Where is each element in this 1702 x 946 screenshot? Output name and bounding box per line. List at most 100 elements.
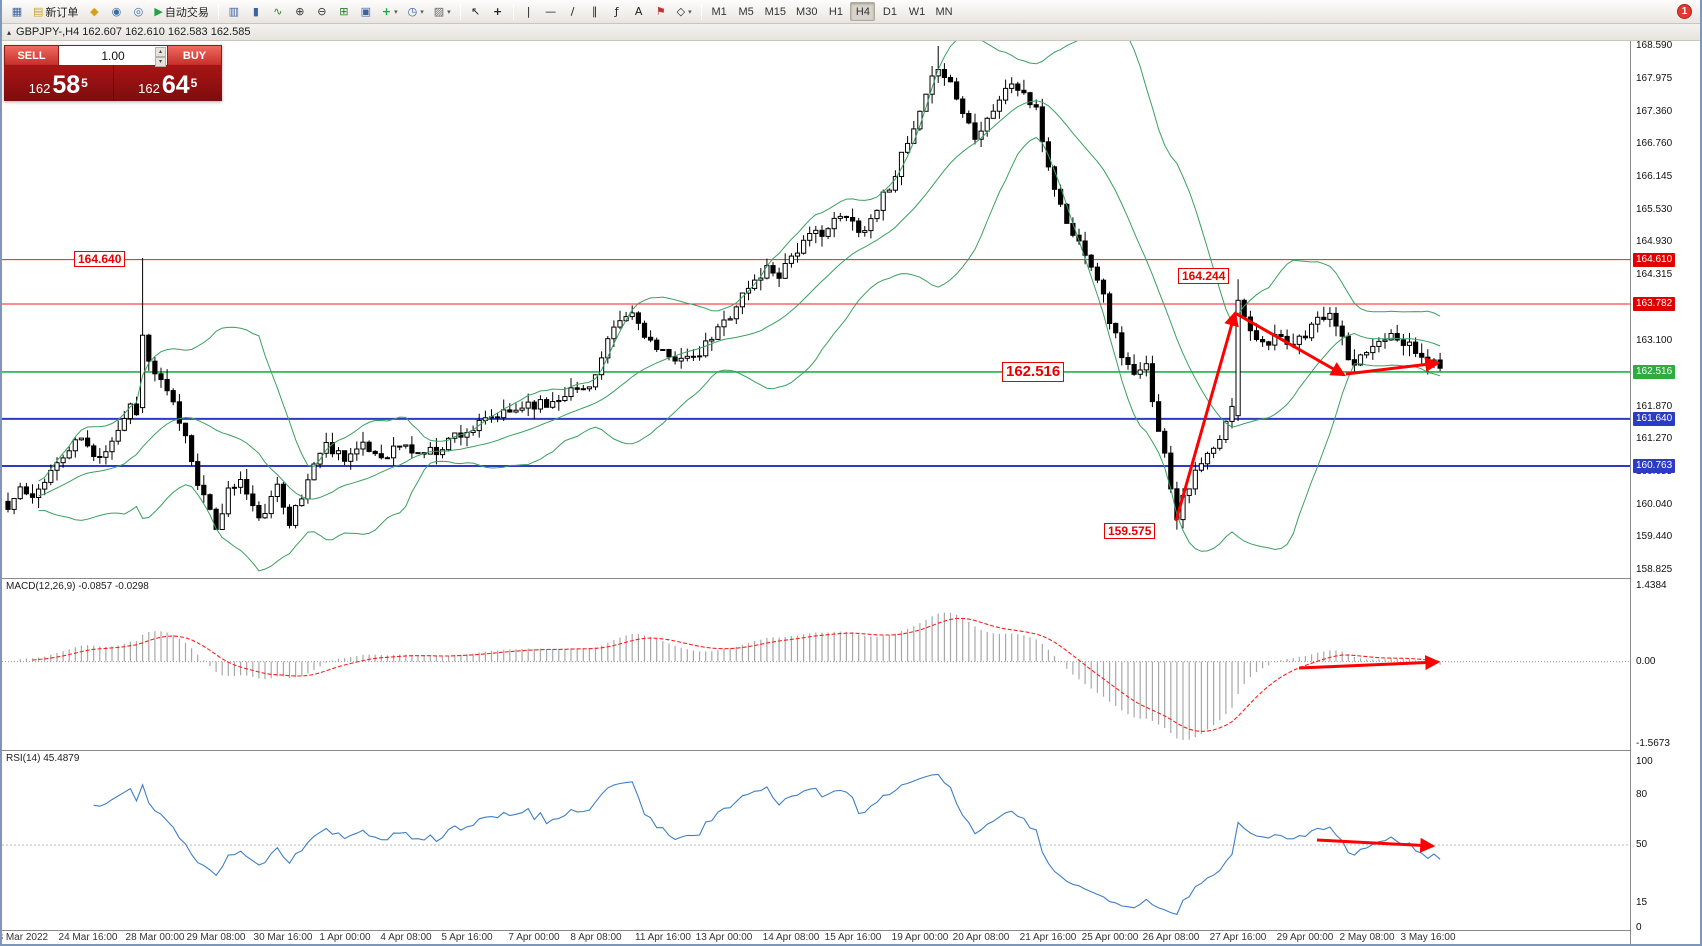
candlestick-chart-icon[interactable]: ▮ [246,2,266,21]
time-label: 14 Apr 08:00 [762,932,820,943]
sell-button[interactable]: SELL [4,45,59,66]
crosshair-icon[interactable]: + [488,2,508,21]
trendline-icon[interactable]: / [563,2,583,21]
line-chart-icon[interactable]: ∿ [268,2,288,21]
arrow-object-icon[interactable]: ⚑ [651,2,671,21]
sell-price[interactable]: 162 58 5 [4,66,113,101]
timeframe-m15-button[interactable]: M15 [761,2,790,21]
chevron-down-icon: ▾ [447,7,451,16]
rsi-tick: 80 [1636,789,1648,800]
buy-price-pips: 64 [161,71,190,99]
timeframe-h1-button[interactable]: H1 [823,2,848,21]
fibonacci-icon[interactable]: ƒ [607,2,627,21]
one-click-trading-panel: SELL 1.00 ▴ ▾ BUY 162 58 5 16 [4,45,222,101]
cascade-windows-icon[interactable]: ▣ [356,2,376,21]
timeframe-mn-button-label: MN [935,5,953,18]
fibonacci-icon: ƒ [614,5,619,18]
auto-trading-button: ▶ [154,5,163,18]
toolbar-separator [512,3,514,20]
shapes-icon[interactable]: ◇ ▾ [673,2,696,21]
time-label: 1 Apr 00:00 [319,932,371,943]
cursor-icon: ↖ [471,5,481,18]
pane-separator [2,930,1700,931]
price-level-tag: 161.640 [1633,412,1676,426]
time-label: 26 Apr 08:00 [1142,932,1200,943]
macd-pane[interactable] [2,578,1630,750]
price-tick: 168.590 [1636,41,1673,51]
price-chart-pane[interactable] [2,41,1630,578]
pane-separator[interactable] [2,750,1700,751]
price-tick: 166.760 [1636,138,1673,149]
profiles-icon[interactable]: ◷ ▾ [404,2,428,21]
time-label: 11 Apr 16:00 [635,932,691,943]
notifications-badge[interactable]: 1 [1677,4,1692,19]
time-label: 4 Apr 08:00 [380,932,432,943]
candlestick-chart-icon: ▮ [252,5,259,18]
price-annotation-label[interactable]: 164.244 [1178,268,1230,285]
timeframe-m1-button[interactable]: M1 [707,2,732,21]
buy-price[interactable]: 162 64 5 [112,66,223,101]
rsi-pane[interactable] [2,750,1630,930]
navigator-icon: ◎ [133,5,144,18]
volume-up-button[interactable]: ▴ [155,47,166,57]
chart-title-bar[interactable]: ▴ GBPJPY-,H4 162.607 162.610 162.583 162… [2,24,1700,41]
zoom-out-icon[interactable]: ⊖ [312,2,332,21]
timeframe-w1-button[interactable]: W1 [904,2,929,21]
price-level-tag: 163.782 [1633,297,1676,311]
bar-chart-icon[interactable]: ▥ [224,2,244,21]
volume-down-button[interactable]: ▾ [155,57,166,67]
volume-field[interactable]: 1.00 ▴ ▾ [59,45,167,67]
auto-trading-button[interactable]: ▶ 自动交易 [150,2,212,21]
timeframe-mn-button[interactable]: MN [931,2,956,21]
navigator-icon[interactable]: ◎ [128,2,148,21]
market-watch-icon[interactable]: ◉ [106,2,126,21]
tile-windows-icon: ⊞ [339,5,349,18]
tile-windows-icon[interactable]: ⊞ [334,2,354,21]
zoom-in-icon[interactable]: ⊕ [290,2,310,21]
text-label-icon[interactable]: A [629,2,649,21]
macd-label: MACD(12,26,9) -0.0857 -0.0298 [6,581,149,592]
time-label: 23 Mar 2022 [2,932,49,943]
horizontal-line-icon[interactable]: — [541,2,561,21]
price-tick: 164.930 [1636,236,1673,247]
timeframe-m5-button[interactable]: M5 [734,2,759,21]
price-level-tag: 160.763 [1633,459,1676,473]
time-label: 7 Apr 00:00 [508,932,560,943]
vertical-line-icon[interactable]: | [519,2,539,21]
sell-price-pips: 58 [52,71,81,99]
auto-trading-button-label: 自动交易 [164,6,209,19]
rsi-label: RSI(14) 45.4879 [6,753,80,764]
new-chart-icon[interactable]: + ▾ [378,2,402,21]
expert-advisors-icon[interactable]: ◆ [84,2,104,21]
price-annotation-label[interactable]: 162.516 [1002,362,1065,382]
pane-separator[interactable] [2,578,1700,579]
time-label: 13 Apr 00:00 [695,932,753,943]
macd-tick: 1.4384 [1636,580,1667,591]
volume-spinner: ▴ ▾ [155,47,166,67]
price-axis[interactable]: 168.590 167.975 167.360 166.760 166.145 165.5… [1631,41,1700,944]
chart-icon: ▦ [11,5,23,18]
price-tick: 159.440 [1636,531,1673,542]
timeframe-d1-button[interactable]: D1 [877,2,902,21]
equidistant-channel-icon[interactable]: ∥ [585,2,605,21]
timeframe-h4-button[interactable]: H4 [850,2,876,21]
export-image-icon[interactable]: ▨ ▾ [430,2,455,21]
buy-button[interactable]: BUY [167,45,222,66]
market-watch-icon: ◉ [111,5,122,18]
price-annotation-label[interactable]: 164.640 [74,251,126,268]
time-label: 2 May 08:00 [1339,932,1395,943]
cursor-icon[interactable]: ↖ [466,2,486,21]
rsi-tick: 0 [1636,922,1642,933]
price-tick: 167.975 [1636,73,1673,84]
profiles-icon: ◷ [407,5,418,18]
chart-window-icon: ▴ [7,27,12,37]
timeframe-m30-button[interactable]: M30 [792,2,821,21]
horizontal-level-lines[interactable] [2,259,1630,467]
main-toolbar: ▦ ▤ 新订单 ◆ ◉ ◎ ▶ 自动交易 ▥ ▮ ∿ ⊕ ⊖ ⊞ ▣ + ▾ ◷ ▾ ▨ ▾ ↖ + | — / ∥ ƒ A ⚑ ◇ ▾ M1 M… [2,0,1700,24]
new-order-button[interactable]: ▤ 新订单 [29,2,82,21]
time-label: 3 May 16:00 [1400,932,1456,943]
price-annotation-label[interactable]: 159.575 [1104,523,1156,540]
chart-icon[interactable]: ▦ [7,2,27,21]
